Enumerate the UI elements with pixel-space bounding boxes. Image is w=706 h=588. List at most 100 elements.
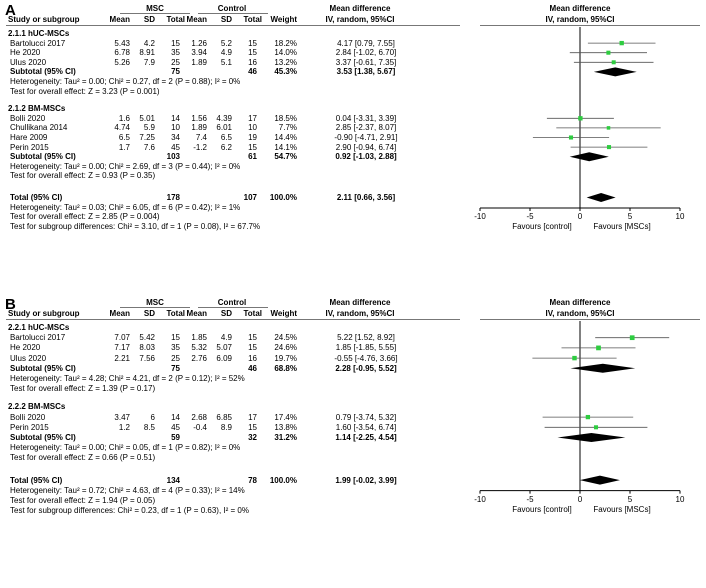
mean-difference-ci: 2.90 [-0.94, 6.74] (335, 142, 397, 152)
header-mean: Mean (186, 309, 207, 318)
x-tick-label: 5 (627, 212, 633, 221)
header-mean: Mean (109, 309, 130, 318)
header-total: Total (166, 15, 185, 24)
header-mean-difference: Mean difference (329, 4, 391, 13)
msc-mean: 5.26 (114, 57, 130, 67)
study-name: Bolli 2020 (10, 113, 46, 123)
msc-mean: 1.2 (118, 422, 130, 432)
control-mean: 1.89 (191, 57, 207, 67)
weight: 24.5% (274, 333, 297, 343)
header-weight: Weight (270, 309, 297, 318)
subtotal-ci: 3.53 [1.38, 5.67] (336, 67, 396, 77)
favours-control-label: Favours [control] (512, 222, 572, 231)
header-total: Total (243, 15, 262, 24)
subtotal-weight: 45.3% (274, 67, 297, 77)
control-mean: 3.94 (191, 48, 207, 58)
mean-difference-ci: 1.85 [-1.85, 5.55] (335, 343, 397, 353)
msc-sd: 7.56 (139, 353, 155, 363)
msc-total: 10 (171, 123, 180, 133)
study-square (578, 116, 583, 121)
pooled-diamond (586, 193, 616, 202)
x-tick-label: 0 (577, 212, 583, 221)
msc-mean: 1.6 (118, 113, 130, 123)
total-heterogeneity-text: Heterogeneity: Tau² = 0.03; Chi² = 6.05,… (10, 202, 241, 212)
study-name: Perin 2015 (10, 142, 49, 152)
weight: 18.5% (274, 113, 297, 123)
subtotal-label: Subtotal (95% CI) (10, 152, 76, 162)
msc-total: 45 (171, 142, 180, 152)
weight: 17.4% (274, 412, 297, 422)
control-mean: 2.68 (191, 412, 207, 422)
mean-difference-ci: 0.04 [-3.31, 3.39] (335, 113, 397, 123)
study-square (606, 126, 611, 130)
heterogeneity-text: Heterogeneity: Tau² = 0.00; Chi² = 0.05,… (10, 443, 241, 453)
control-total: 15 (248, 343, 257, 353)
study-square (585, 414, 591, 420)
control-sd: 4.39 (216, 113, 232, 123)
pooled-diamond (569, 152, 609, 162)
control-mean: 7.4 (195, 133, 207, 142)
msc-sd: 7.9 (143, 57, 155, 67)
header-total: Total (243, 309, 262, 318)
msc-sd: 5.01 (139, 113, 155, 123)
subtotal-msc-total: 103 (166, 152, 180, 162)
study-name: He 2020 (10, 343, 41, 353)
header-weight: Weight (270, 15, 297, 24)
control-total: 19 (248, 133, 257, 142)
control-mean: -0.4 (193, 422, 207, 432)
msc-total: 14 (171, 113, 180, 123)
control-sd: 4.9 (220, 333, 232, 343)
favours-mscs-label: Favours [MSCs] (593, 504, 651, 514)
x-tick-label: 10 (675, 494, 685, 504)
subtotal-label: Subtotal (95% CI) (10, 363, 76, 373)
subtotal-control-total: 46 (248, 363, 257, 373)
study-name: Perin 2015 (10, 422, 49, 432)
header-iv-random: IV, random, 95%CI (325, 309, 395, 318)
header-control: Control (217, 298, 247, 307)
control-sd: 6.01 (216, 123, 232, 133)
control-total: 17 (248, 113, 257, 123)
subtotal-msc-total: 75 (171, 363, 180, 373)
subtotal-ci: 0.92 [-1.03, 2.88] (335, 152, 397, 162)
total-control: 107 (243, 193, 257, 202)
weight: 14.0% (274, 48, 297, 58)
weight: 19.7% (274, 353, 297, 363)
subgroup-title: 2.2.2 BM-MSCs (8, 402, 66, 412)
msc-sd: 5.9 (143, 123, 155, 133)
msc-mean: 7.07 (114, 333, 130, 343)
header-msc: MSC (146, 298, 164, 307)
total-heterogeneity-text: Heterogeneity: Tau² = 0.72; Chi² = 4.63,… (10, 485, 245, 495)
weight: 14.1% (274, 142, 297, 152)
subtotal-label: Subtotal (95% CI) (10, 67, 76, 77)
study-square (596, 345, 601, 351)
study-square (619, 40, 624, 46)
control-total: 16 (248, 353, 257, 363)
study-name: Ulus 2020 (10, 57, 47, 67)
subtotal-weight: 31.2% (274, 433, 297, 442)
control-sd: 4.9 (220, 48, 232, 58)
mean-difference-ci: 1.60 [-3.54, 6.74] (335, 422, 397, 432)
header-sd: SD (143, 309, 155, 318)
x-tick-label: -5 (526, 212, 534, 221)
subgroup-title: 2.1.2 BM-MSCs (8, 104, 66, 114)
study-square (572, 355, 577, 361)
msc-mean: 2.21 (114, 353, 130, 363)
control-sd: 6.2 (220, 142, 232, 152)
control-mean: 5.32 (191, 343, 207, 353)
study-square (629, 335, 635, 341)
overall-effect-text: Test for overall effect: Z = 1.39 (P = 0… (10, 384, 156, 394)
table-rule (120, 13, 190, 14)
msc-sd: 8.5 (143, 422, 155, 432)
control-sd: 6.5 (220, 133, 232, 142)
total-msc: 134 (166, 475, 180, 485)
control-mean: -1.2 (193, 142, 207, 152)
total-weight: 100.0% (269, 475, 297, 485)
control-sd: 5.1 (220, 57, 232, 67)
msc-total: 25 (171, 353, 180, 363)
control-sd: 6.85 (216, 412, 232, 422)
table-rule (6, 25, 460, 26)
header-sd: SD (220, 15, 232, 24)
control-mean: 1.89 (191, 123, 207, 133)
control-mean: 2.76 (191, 353, 207, 363)
control-total: 17 (248, 412, 257, 422)
